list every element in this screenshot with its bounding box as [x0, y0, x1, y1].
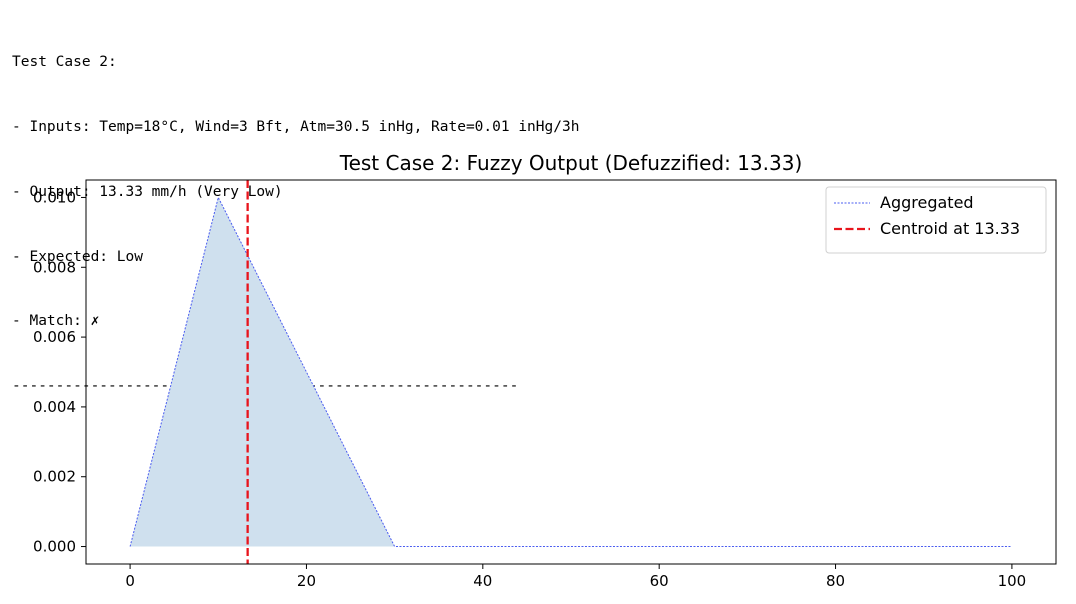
x-tick-label: 0: [125, 572, 135, 590]
chart-title: Test Case 2: Fuzzy Output (Defuzzified: …: [339, 151, 803, 175]
y-tick-label: 0.000: [33, 538, 76, 556]
y-tick-label: 0.002: [33, 468, 76, 486]
console-line-match: - Match: ✗: [12, 313, 100, 330]
y-tick-label: 0.006: [33, 328, 76, 346]
series-line-0: [129, 196, 1012, 548]
legend-label-1: Centroid at 13.33: [880, 219, 1020, 238]
legend-label-0: Aggregated: [880, 193, 974, 212]
y-tick-label: 0.004: [33, 398, 76, 416]
y-tick-label: 0.008: [33, 258, 76, 276]
console-line-expected: - Expected: Low: [12, 248, 143, 265]
console-line-output: - Output: 13.33 mm/h (Very Low): [12, 183, 283, 200]
x-tick-label: 80: [826, 572, 845, 590]
console-line-header: Test Case 2:: [12, 54, 117, 71]
plot-frame: [85, 179, 1057, 565]
series-fill-area-0: [130, 197, 1012, 547]
y-tick-label: 0.010: [33, 188, 76, 206]
x-tick-label: 60: [650, 572, 669, 590]
console-line-inputs: - Inputs: Temp=18°C, Wind=3 Bft, Atm=30.…: [12, 118, 580, 135]
x-tick-label: 40: [473, 572, 492, 590]
legend-box: [825, 186, 1047, 254]
x-tick-label: 100: [998, 572, 1027, 590]
fuzzy-output-chart: Test Case 2: Fuzzy Output (Defuzzified: …: [33, 151, 1057, 590]
x-tick-label: 20: [297, 572, 316, 590]
